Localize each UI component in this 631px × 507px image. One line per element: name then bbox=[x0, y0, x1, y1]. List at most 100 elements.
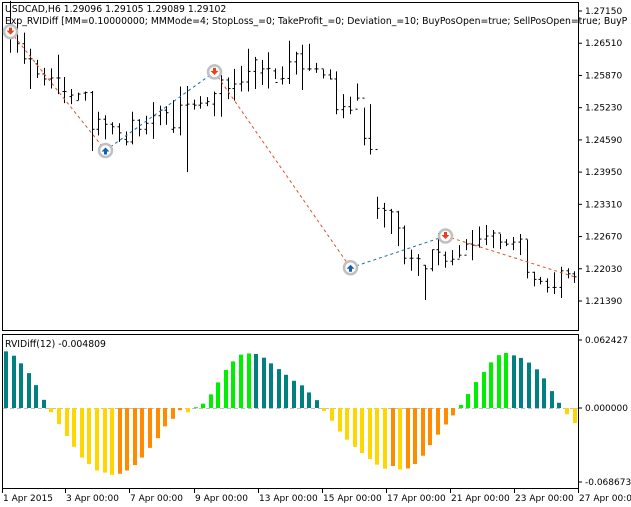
ohlc-bar bbox=[22, 32, 27, 64]
histogram-bar bbox=[110, 408, 114, 475]
ohlc-bar bbox=[110, 122, 115, 135]
histogram-bar bbox=[375, 408, 379, 465]
ohlc-bar bbox=[409, 249, 414, 271]
histogram-bar bbox=[178, 408, 182, 411]
indicator-label: -0.068673 bbox=[585, 478, 631, 488]
ohlc-bar bbox=[511, 237, 516, 251]
histogram-bar bbox=[322, 408, 326, 411]
ohlc-bar bbox=[144, 115, 149, 135]
price-label: 1.25230 bbox=[585, 104, 622, 114]
histogram-bar bbox=[292, 380, 296, 408]
histogram-bar bbox=[436, 408, 440, 435]
sell-trade-line bbox=[10, 31, 106, 151]
time-label: 23 Apr 00:00 bbox=[515, 494, 574, 504]
ohlc-bar bbox=[307, 43, 312, 71]
ohlc-bar bbox=[368, 104, 373, 155]
price-label: 1.23950 bbox=[585, 168, 622, 178]
price-label: 1.22670 bbox=[585, 233, 622, 243]
sell-arrow-icon[interactable] bbox=[437, 228, 454, 244]
expert-info: Exp_RVIDiff [MM=0.10000000; MMMode=4; St… bbox=[5, 16, 628, 27]
ohlc-bar bbox=[56, 54, 61, 95]
histogram-bar bbox=[512, 355, 516, 408]
histogram-bar bbox=[391, 408, 395, 466]
ohlc-bar bbox=[484, 224, 489, 246]
ohlc-bar bbox=[348, 96, 353, 115]
time-label: 13 Apr 00:00 bbox=[259, 494, 318, 504]
histogram-bar bbox=[171, 408, 175, 419]
histogram-bar bbox=[72, 408, 76, 447]
histogram-bar bbox=[383, 408, 387, 469]
histogram-bar bbox=[398, 408, 402, 470]
histogram-bar bbox=[269, 363, 273, 408]
histogram-bar bbox=[307, 392, 311, 408]
ohlc-bar bbox=[246, 48, 251, 92]
histogram-bar bbox=[140, 408, 144, 458]
ohlc-bar bbox=[518, 234, 523, 256]
ohlc-bar bbox=[423, 264, 428, 300]
ohlc-bar bbox=[178, 86, 183, 136]
ohlc-bar bbox=[273, 68, 278, 83]
rvidiff-histogram bbox=[3, 351, 578, 475]
ohlc-bar bbox=[457, 245, 462, 260]
time-label: 15 Apr 00:00 bbox=[323, 494, 382, 504]
price-label: 1.22030 bbox=[585, 265, 622, 275]
trade-signals bbox=[2, 23, 575, 278]
histogram-bar bbox=[163, 408, 167, 427]
histogram-bar bbox=[360, 408, 364, 454]
histogram-bar bbox=[42, 399, 46, 408]
ohlc-bar bbox=[280, 66, 285, 85]
histogram-bar bbox=[80, 408, 84, 458]
histogram-bar bbox=[216, 382, 220, 408]
time-label: 3 Apr 00:00 bbox=[66, 494, 119, 504]
main-chart-frame[interactable] bbox=[2, 2, 579, 331]
histogram-bar bbox=[474, 382, 478, 408]
ohlc-bar bbox=[69, 89, 74, 105]
ohlc-bar bbox=[266, 52, 271, 89]
sell-arrow-icon[interactable] bbox=[206, 64, 223, 80]
ohlc-bar bbox=[402, 225, 407, 265]
sell-trade-line bbox=[214, 71, 351, 269]
ohlc-bar bbox=[76, 92, 81, 102]
histogram-bar bbox=[428, 408, 432, 446]
ohlc-bar bbox=[28, 48, 33, 90]
sell-arrow-icon[interactable] bbox=[2, 23, 19, 40]
ohlc-bar bbox=[382, 202, 387, 228]
histogram-bar bbox=[277, 369, 281, 408]
ohlc-bar bbox=[239, 65, 244, 92]
price-label: 1.21390 bbox=[585, 297, 622, 307]
histogram-bar bbox=[497, 355, 501, 408]
ohlc-bar bbox=[443, 251, 448, 268]
ohlc-bar bbox=[137, 119, 142, 137]
buy-arrow-icon[interactable] bbox=[97, 142, 114, 159]
histogram-bar bbox=[451, 408, 455, 416]
histogram-bar bbox=[57, 408, 61, 425]
ohlc-bar bbox=[464, 239, 469, 256]
price-label: 1.23310 bbox=[585, 200, 622, 210]
ohlc-bar bbox=[362, 97, 367, 146]
ohlc-bar bbox=[103, 115, 108, 140]
ohlc-bar bbox=[552, 272, 557, 294]
ohlc-bar bbox=[300, 44, 305, 91]
ohlc-bar bbox=[185, 86, 190, 173]
histogram-bar bbox=[284, 374, 288, 408]
price-bars bbox=[8, 0, 577, 300]
histogram-bar bbox=[338, 408, 342, 432]
buy-arrow-icon[interactable] bbox=[342, 260, 359, 276]
histogram-bar bbox=[482, 372, 486, 408]
ohlc-bar bbox=[294, 51, 299, 75]
histogram-bar bbox=[353, 408, 357, 447]
ohlc-bar bbox=[538, 276, 543, 285]
histogram-bar bbox=[565, 408, 569, 415]
histogram-bar bbox=[300, 385, 304, 408]
histogram-bar bbox=[368, 408, 372, 460]
histogram-bar bbox=[87, 408, 91, 465]
sell-trade-line bbox=[445, 235, 575, 278]
ohlc-bar bbox=[396, 210, 401, 247]
histogram-bar bbox=[148, 408, 152, 448]
indicator-label: 0.062427 bbox=[585, 336, 628, 346]
time-label: 1 Apr 2015 bbox=[3, 494, 53, 504]
histogram-bar bbox=[118, 408, 122, 474]
ohlc-bar bbox=[314, 62, 319, 73]
price-axis: 1.27150 1.26510 1.25870 1.25230 1.24590 1.239… bbox=[578, 7, 622, 307]
